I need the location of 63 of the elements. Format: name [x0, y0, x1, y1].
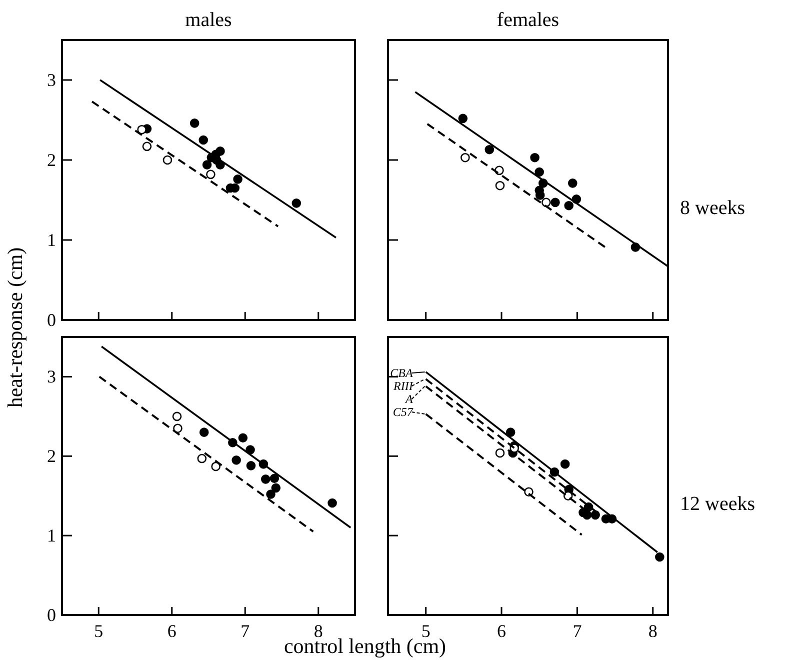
point — [495, 180, 505, 190]
point — [270, 474, 280, 484]
point — [142, 142, 152, 152]
legend-label: RIII — [392, 379, 414, 393]
x-tick-label: 8 — [648, 621, 658, 641]
x-tick-label: 7 — [240, 621, 250, 641]
point — [550, 198, 560, 208]
point — [198, 135, 208, 145]
point — [458, 114, 468, 124]
x-tick-label: 5 — [421, 621, 430, 641]
x-tick-label: 5 — [94, 621, 104, 641]
point — [292, 198, 302, 208]
point — [162, 155, 172, 165]
point — [564, 200, 574, 210]
x-tick-label: 6 — [497, 621, 506, 641]
point — [506, 428, 516, 437]
point — [216, 146, 225, 156]
y-axis-title: heat-response (cm) — [3, 247, 27, 408]
x-tick-label: 7 — [572, 621, 582, 641]
point — [197, 454, 207, 464]
y2-axis-title: 8 weeks — [680, 197, 746, 219]
point — [190, 118, 200, 128]
y-tick-label: 2 — [47, 446, 56, 466]
y-tick-label: 1 — [47, 230, 56, 250]
point — [590, 510, 600, 520]
point — [495, 448, 505, 458]
point — [173, 424, 182, 433]
point — [484, 144, 494, 154]
chart-title: males — [185, 9, 232, 31]
point — [233, 174, 242, 184]
point — [266, 490, 276, 499]
chart-title: females — [496, 9, 560, 31]
point — [137, 124, 146, 134]
point — [535, 190, 545, 200]
point — [460, 152, 470, 162]
series-label: C57 — [392, 405, 414, 419]
y-tick-label: 0 — [47, 310, 56, 330]
point — [534, 167, 544, 177]
point — [211, 462, 220, 472]
y-tick-label: 3 — [47, 70, 56, 90]
x-tick-label: 6 — [167, 621, 176, 641]
y-tick-label: 2 — [47, 150, 56, 170]
point — [542, 198, 551, 208]
y-tick-label: 1 — [47, 526, 56, 546]
point — [238, 433, 248, 443]
point — [271, 483, 281, 493]
point — [206, 170, 216, 180]
point — [202, 160, 212, 170]
point — [232, 455, 241, 465]
point — [568, 178, 578, 188]
y-tick-label: 0 — [47, 605, 56, 625]
series-label: A — [404, 392, 414, 406]
y-tick-label: 3 — [47, 366, 56, 387]
point — [260, 474, 270, 484]
point — [560, 459, 570, 469]
point — [655, 552, 664, 562]
point — [530, 152, 540, 162]
point — [246, 461, 256, 470]
point — [582, 510, 592, 520]
point — [199, 428, 209, 437]
point — [328, 498, 337, 508]
y2-axis-title: 12 weeks — [680, 493, 756, 515]
point — [172, 412, 182, 422]
